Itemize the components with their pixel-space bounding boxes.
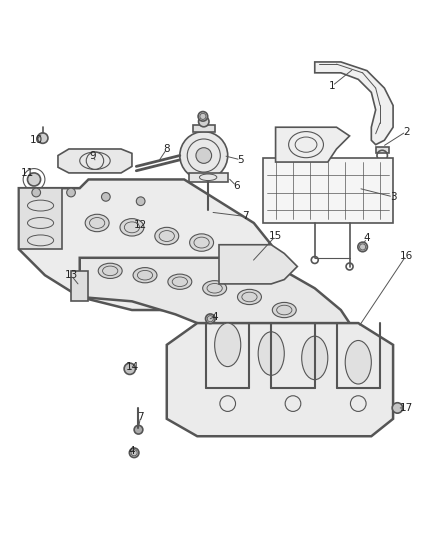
Text: 7: 7 [242, 212, 248, 221]
Polygon shape [58, 149, 132, 173]
Text: 1: 1 [329, 81, 336, 91]
Polygon shape [19, 188, 62, 249]
Ellipse shape [155, 228, 179, 245]
Ellipse shape [85, 214, 109, 232]
Text: 11: 11 [21, 168, 34, 178]
Text: 4: 4 [364, 233, 370, 243]
Text: 9: 9 [89, 150, 96, 160]
Polygon shape [167, 323, 393, 436]
Text: 6: 6 [233, 181, 240, 191]
Circle shape [129, 448, 139, 457]
Circle shape [134, 425, 143, 434]
Polygon shape [376, 147, 389, 154]
Polygon shape [315, 62, 393, 144]
Polygon shape [188, 173, 228, 182]
Text: 14: 14 [125, 361, 138, 372]
Text: 13: 13 [64, 270, 78, 280]
Ellipse shape [237, 289, 261, 304]
Ellipse shape [190, 234, 214, 251]
Polygon shape [219, 245, 297, 284]
Text: 7: 7 [138, 411, 144, 422]
Text: 16: 16 [399, 251, 413, 261]
Circle shape [32, 188, 41, 197]
Circle shape [124, 363, 135, 375]
Text: 17: 17 [399, 403, 413, 413]
Text: 8: 8 [163, 144, 170, 154]
Ellipse shape [272, 302, 296, 318]
Ellipse shape [203, 281, 226, 296]
Polygon shape [193, 125, 215, 133]
Circle shape [67, 188, 75, 197]
Ellipse shape [168, 274, 192, 289]
Ellipse shape [133, 268, 157, 283]
Text: 5: 5 [237, 155, 244, 165]
Polygon shape [262, 158, 393, 223]
Ellipse shape [120, 219, 144, 236]
Polygon shape [276, 127, 350, 162]
Circle shape [102, 192, 110, 201]
Polygon shape [19, 180, 271, 310]
Ellipse shape [98, 263, 122, 278]
Text: 2: 2 [403, 126, 410, 136]
Text: 15: 15 [269, 231, 282, 241]
Circle shape [198, 111, 208, 121]
Circle shape [28, 173, 41, 186]
Text: 12: 12 [134, 220, 147, 230]
Text: 10: 10 [30, 135, 43, 146]
Ellipse shape [258, 332, 284, 375]
Circle shape [198, 116, 209, 127]
Polygon shape [80, 258, 358, 379]
Circle shape [204, 208, 212, 216]
Circle shape [358, 242, 367, 252]
Circle shape [205, 314, 215, 324]
Circle shape [196, 148, 212, 163]
Ellipse shape [215, 323, 241, 367]
Ellipse shape [302, 336, 328, 379]
Text: 4: 4 [129, 447, 135, 456]
Text: 3: 3 [390, 192, 396, 202]
Polygon shape [71, 271, 88, 301]
Ellipse shape [345, 341, 371, 384]
Text: 4: 4 [212, 312, 218, 321]
Circle shape [38, 133, 48, 143]
Circle shape [180, 132, 228, 180]
Circle shape [136, 197, 145, 206]
Circle shape [392, 403, 403, 413]
